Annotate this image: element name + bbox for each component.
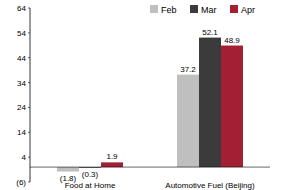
y-tick-label: 14: [17, 128, 26, 137]
y-axis: [30, 8, 31, 182]
y-tick: [28, 132, 30, 133]
data-label: 37.2: [180, 65, 196, 74]
legend-label: Apr: [241, 5, 255, 15]
legend-swatch: [150, 5, 158, 13]
bars: [57, 38, 243, 172]
data-label: (0.3): [82, 170, 99, 179]
y-tick: [28, 82, 30, 83]
y-tick: [28, 32, 30, 33]
y-tick: [28, 107, 30, 108]
bar: [101, 162, 123, 167]
legend-swatch: [230, 5, 238, 13]
data-label: 52.1: [202, 28, 218, 37]
y-tick-label: (6): [16, 178, 26, 187]
y-tick: [28, 8, 30, 9]
bar: [57, 167, 79, 171]
bar: [177, 75, 199, 167]
y-tick-label: 34: [17, 79, 26, 88]
legend-label: Feb: [161, 5, 177, 15]
bar: [199, 38, 221, 168]
y-tick: [28, 157, 30, 158]
y-tick-label: 54: [17, 29, 26, 38]
legend-swatch: [190, 5, 198, 13]
chart: (6)4142434445464(1.8)37.2(0.3)52.11.948.…: [0, 0, 300, 190]
baseline: [30, 167, 270, 168]
y-tick-label: 44: [17, 54, 26, 63]
y-tick-label: 24: [17, 103, 26, 112]
data-label: 48.9: [224, 36, 240, 45]
bar: [221, 46, 243, 168]
data-label: 1.9: [106, 152, 118, 161]
y-tick-label: 64: [17, 4, 26, 13]
y-tick: [28, 57, 30, 58]
y-tick-label: 4: [22, 153, 27, 162]
x-tick-label: Food at Home: [65, 181, 116, 190]
x-tick-label: Automotive Fuel (Beijing): [165, 181, 255, 190]
legend-label: Mar: [201, 5, 217, 15]
data-labels: (1.8)37.2(0.3)52.11.948.9: [60, 28, 241, 183]
y-tick: [28, 182, 30, 183]
